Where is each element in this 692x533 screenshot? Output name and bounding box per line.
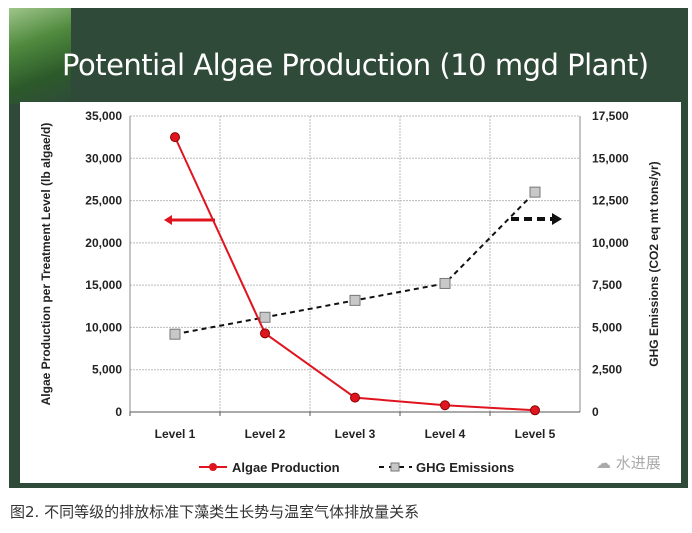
ghg-point xyxy=(439,277,451,289)
y2-axis-label: GHG Emissions (CO2 eq mt tons/yr) xyxy=(647,161,661,366)
x-tick-label: Level 2 xyxy=(245,427,286,441)
x-tick-label: Level 3 xyxy=(335,427,376,441)
y2-tick-label: 0 xyxy=(592,405,599,419)
algae-point xyxy=(260,328,270,339)
y2-tick-label: 5,000 xyxy=(592,320,622,334)
y-tick-label: 5,000 xyxy=(92,363,122,377)
ghg-line xyxy=(174,191,536,336)
ghg-point xyxy=(169,328,181,340)
y2-tick-label: 2,500 xyxy=(592,363,622,377)
x-tick-label: Level 1 xyxy=(155,427,196,441)
ghg-point xyxy=(349,294,361,306)
figure-caption: 图2. 不同等级的排放标准下藻类生长势与温室气体排放量关系 xyxy=(10,503,420,521)
leaf-image xyxy=(9,8,71,104)
chart-title: Potential Algae Production (10 mgd Plant… xyxy=(62,48,649,82)
legend-algae-label: Algae Production xyxy=(232,460,340,475)
y2-tick-label: 15,000 xyxy=(592,151,629,165)
y2-tick-label: 10,000 xyxy=(592,236,629,250)
algae-point xyxy=(440,400,450,411)
x-tick-label: Level 4 xyxy=(425,427,466,441)
wechat-icon: ☁ xyxy=(596,454,616,472)
algae-point xyxy=(530,405,540,416)
y-tick-label: 25,000 xyxy=(85,194,122,208)
watermark: ☁ 水进展 xyxy=(596,454,661,472)
y-tick-label: 15,000 xyxy=(85,278,122,292)
y2-tick-label: 12,500 xyxy=(592,194,629,208)
y-tick-label: 10,000 xyxy=(85,320,122,334)
y-axis-label: Algae Production per Treatment Level (lb… xyxy=(39,123,53,406)
y-tick-label: 0 xyxy=(115,405,122,419)
right-arrow-head xyxy=(552,213,562,225)
y-tick-label: 20,000 xyxy=(85,236,122,250)
y-tick-label: 35,000 xyxy=(85,109,122,123)
legend-algae-marker xyxy=(209,463,217,471)
legend-ghg-label: GHG Emissions xyxy=(416,460,514,475)
y2-tick-label: 17,500 xyxy=(592,109,629,123)
x-tick-label: Level 5 xyxy=(515,427,556,441)
y2-tick-label: 7,500 xyxy=(592,278,622,292)
ghg-point xyxy=(529,186,541,198)
ghg-point xyxy=(259,311,271,323)
y-tick-label: 30,000 xyxy=(85,151,122,165)
algae-point xyxy=(350,392,360,403)
algae-point xyxy=(170,132,180,143)
left-arrow-head xyxy=(164,215,172,225)
legend-ghg-marker xyxy=(390,462,400,472)
